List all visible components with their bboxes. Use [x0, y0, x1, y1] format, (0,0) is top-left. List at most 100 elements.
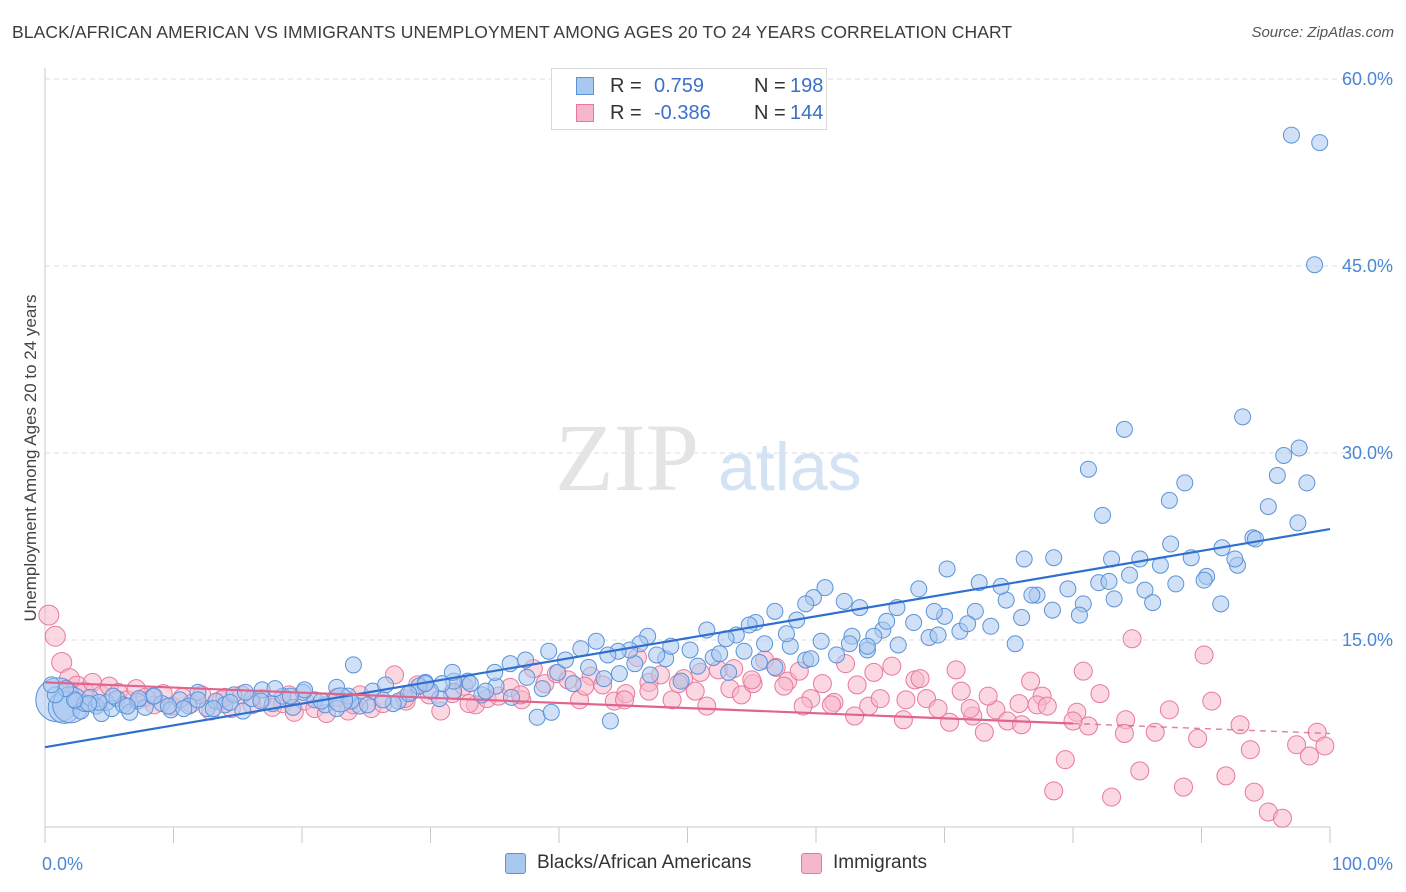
- legend-swatch-pink: [576, 104, 594, 122]
- immigrants-point: [812, 674, 832, 694]
- blacks-point: [1275, 446, 1293, 464]
- blacks-point: [344, 656, 362, 674]
- blacks-point: [812, 632, 830, 650]
- blacks-point: [1167, 575, 1185, 593]
- blacks-point: [689, 657, 707, 675]
- blacks-point: [564, 675, 582, 693]
- blacks-point: [756, 635, 774, 653]
- y-tick-label: 30.0%: [1342, 443, 1393, 463]
- immigrants-point: [662, 690, 682, 710]
- immigrants-point: [793, 696, 813, 716]
- immigrants-point: [1021, 671, 1041, 691]
- blacks-point: [533, 680, 551, 698]
- blacks-point: [982, 617, 1000, 635]
- blacks-point: [66, 691, 84, 709]
- blacks-point: [1290, 439, 1308, 457]
- immigrants-point: [882, 656, 902, 676]
- bottom-legend-swatch-pink: [801, 853, 822, 874]
- blacks-point: [959, 615, 977, 633]
- blacks-point: [1023, 586, 1041, 604]
- blacks-point: [1121, 566, 1139, 584]
- blacks-point: [1015, 550, 1033, 568]
- immigrants-point: [946, 660, 966, 680]
- immigrants-point: [1102, 787, 1122, 807]
- blacks-point: [1289, 514, 1307, 532]
- immigrants-point: [1202, 691, 1222, 711]
- immigrants-point: [1287, 735, 1307, 755]
- blacks-point: [910, 580, 928, 598]
- blacks-point: [252, 692, 270, 710]
- blacks-point: [374, 691, 392, 709]
- blacks-point: [175, 700, 193, 718]
- blacks-point: [1306, 256, 1324, 274]
- blacks-point: [1115, 420, 1133, 438]
- blacks-point: [104, 687, 122, 705]
- bottom-legend-swatch-blue: [505, 853, 526, 874]
- blacks-point: [359, 696, 377, 714]
- legend-r-value: 0.759: [654, 75, 705, 97]
- blacks-point: [711, 645, 729, 663]
- blacks-point: [1006, 635, 1024, 653]
- immigrants-point: [38, 604, 60, 626]
- blacks-point: [797, 595, 815, 613]
- blacks-point: [595, 670, 613, 688]
- immigrants-point: [1315, 736, 1335, 756]
- blacks-point: [281, 687, 299, 705]
- blacks-point: [1259, 498, 1277, 516]
- blacks-point: [80, 695, 98, 713]
- immigrants-point: [1073, 661, 1093, 681]
- blacks-point: [929, 626, 947, 644]
- immigrants-point: [978, 686, 998, 706]
- blacks-point: [970, 574, 988, 592]
- blacks-point: [266, 680, 284, 698]
- blacks-point: [528, 708, 546, 726]
- blacks-point: [1100, 572, 1118, 590]
- legend-r-label: R =: [610, 75, 642, 97]
- blacks-point: [966, 602, 984, 620]
- blacks-point: [1176, 474, 1194, 492]
- x-tick-label: 0.0%: [42, 854, 83, 874]
- blacks-point: [840, 635, 858, 653]
- blacks-point: [681, 641, 699, 659]
- blacks-point: [461, 675, 479, 693]
- immigrants-point: [742, 670, 762, 690]
- blacks-point: [1131, 550, 1149, 568]
- blacks-point: [641, 666, 659, 684]
- blacks-point: [580, 658, 598, 676]
- immigrants-point: [697, 696, 717, 716]
- immigrants-point: [896, 690, 916, 710]
- immigrants-point: [1122, 629, 1142, 649]
- blacks-point: [858, 637, 876, 655]
- blacks-point: [1045, 549, 1063, 567]
- immigrants-point: [974, 722, 994, 742]
- immigrants-point: [1240, 740, 1260, 760]
- blacks-point: [925, 602, 943, 620]
- watermark: ZIP atlas: [555, 404, 862, 511]
- immigrants-point: [1037, 696, 1057, 716]
- immigrants-point: [1244, 782, 1264, 802]
- blacks-point: [766, 602, 784, 620]
- immigrants-point: [1130, 761, 1150, 781]
- blacks-point: [540, 642, 558, 660]
- legend-n-label: N =: [754, 102, 786, 124]
- blacks-point: [1226, 550, 1244, 568]
- legend-r-label: R =: [610, 102, 642, 124]
- blacks-point: [1070, 606, 1088, 624]
- legend-swatch-blue: [576, 77, 594, 95]
- legend-n-value: 144: [790, 102, 824, 124]
- immigrants-trend-extension: [1072, 722, 1331, 735]
- blacks-point: [328, 687, 354, 713]
- blacks-point: [118, 697, 136, 715]
- blacks-point: [878, 612, 896, 630]
- blacks-point: [477, 682, 495, 700]
- immigrants-point: [1159, 700, 1179, 720]
- source-label: Source: ZipAtlas.com: [1251, 24, 1394, 41]
- y-axis-label: Unemployment Among Ages 20 to 24 years: [21, 295, 40, 622]
- blacks-point: [835, 592, 853, 610]
- blacks-point: [518, 668, 536, 686]
- bottom-legend-label-immigrants: Immigrants: [833, 852, 927, 873]
- immigrants-point: [940, 712, 960, 732]
- trend-lines: [44, 527, 1331, 749]
- immigrants-point: [951, 681, 971, 701]
- chart-title: BLACK/AFRICAN AMERICAN VS IMMIGRANTS UNE…: [12, 22, 1013, 42]
